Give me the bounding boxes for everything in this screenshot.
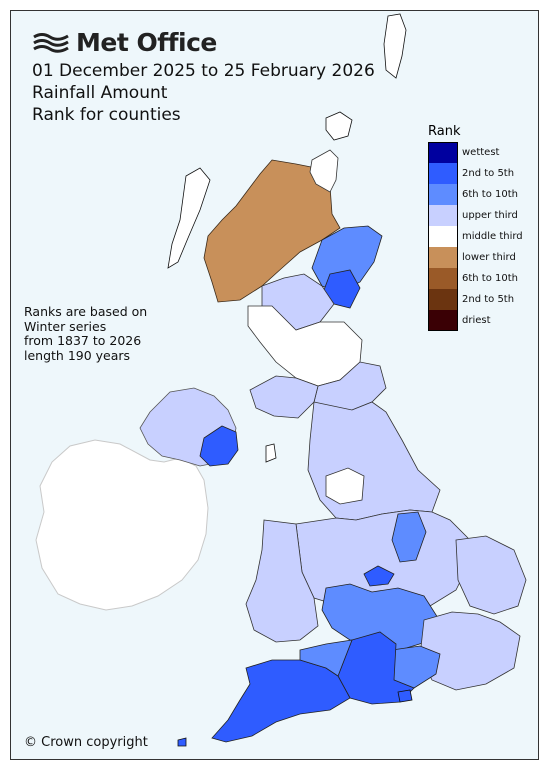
legend-item: upper third <box>428 205 523 226</box>
scilly-isles <box>177 737 187 747</box>
copyright-notice: © Crown copyright <box>24 735 148 750</box>
england-somerset <box>299 639 353 677</box>
legend-label: 6th to 10th <box>462 273 519 284</box>
legend-item: driest <box>428 310 523 331</box>
scotland-dumfries <box>249 375 319 419</box>
legend-label: driest <box>462 315 491 326</box>
title-block: 01 December 2025 to 25 February 2026 Rai… <box>32 60 375 126</box>
met-office-swirl-icon <box>33 32 69 53</box>
england-north <box>307 401 441 521</box>
legend-item: wettest <box>428 142 523 163</box>
series-note: Ranks are based on Winter series from 18… <box>24 304 174 363</box>
legend-label: 2nd to 5th <box>462 294 515 305</box>
legend-item: lower third <box>428 247 523 268</box>
legend-swatch <box>428 289 458 310</box>
note-line: length 190 years <box>24 347 131 363</box>
england-lincolnshire <box>391 511 427 563</box>
legend-item: 2nd to 5th <box>428 163 523 184</box>
legend-swatch <box>428 226 458 247</box>
note-line: Ranks are based on <box>24 304 148 319</box>
northern-ireland-county-down <box>199 425 239 467</box>
variable-title: Rainfall Amount <box>32 83 168 103</box>
western-isles <box>167 167 211 269</box>
shetland-islands <box>383 13 407 79</box>
legend-label: 2nd to 5th <box>462 168 515 179</box>
note-line: Winter series <box>24 318 107 334</box>
note-line: from 1837 to 2026 <box>24 333 142 348</box>
rank-legend: Rank wettest 2nd to 5th 6th to 10th upper t… <box>428 124 523 331</box>
legend-swatch <box>428 247 458 268</box>
met-office-logo: Met Office <box>32 28 217 57</box>
legend-item: 2nd to 5th <box>428 289 523 310</box>
legend-swatch <box>428 184 458 205</box>
legend-label: 6th to 10th <box>462 189 519 200</box>
legend-label: upper third <box>462 210 518 221</box>
legend-swatch <box>428 142 458 163</box>
england-lancashire <box>325 467 365 505</box>
isle-of-man <box>265 443 277 463</box>
wales-region <box>245 519 319 643</box>
legend-label: middle third <box>462 231 523 242</box>
england-leicestershire <box>363 565 395 587</box>
subtitle: Rank for counties <box>32 105 181 125</box>
england-east-anglia <box>455 535 527 615</box>
ireland-landmass <box>35 439 209 611</box>
legend-item: 6th to 10th <box>428 268 523 289</box>
legend-swatch <box>428 268 458 289</box>
orkney-islands <box>325 111 353 141</box>
england-southeast <box>419 611 521 691</box>
legend-title: Rank <box>428 124 461 139</box>
legend-swatch <box>428 205 458 226</box>
legend-label: wettest <box>462 147 500 158</box>
isle-of-wight <box>397 689 413 703</box>
legend-swatch <box>428 163 458 184</box>
legend-label: lower third <box>462 252 516 263</box>
period-title: 01 December 2025 to 25 February 2026 <box>32 61 375 81</box>
scotland-caithness <box>309 149 339 193</box>
legend-item: middle third <box>428 226 523 247</box>
legend-item: 6th to 10th <box>428 184 523 205</box>
england-southwest <box>211 659 351 743</box>
legend-swatch <box>428 310 458 331</box>
logo-text: Met Office <box>76 28 217 57</box>
